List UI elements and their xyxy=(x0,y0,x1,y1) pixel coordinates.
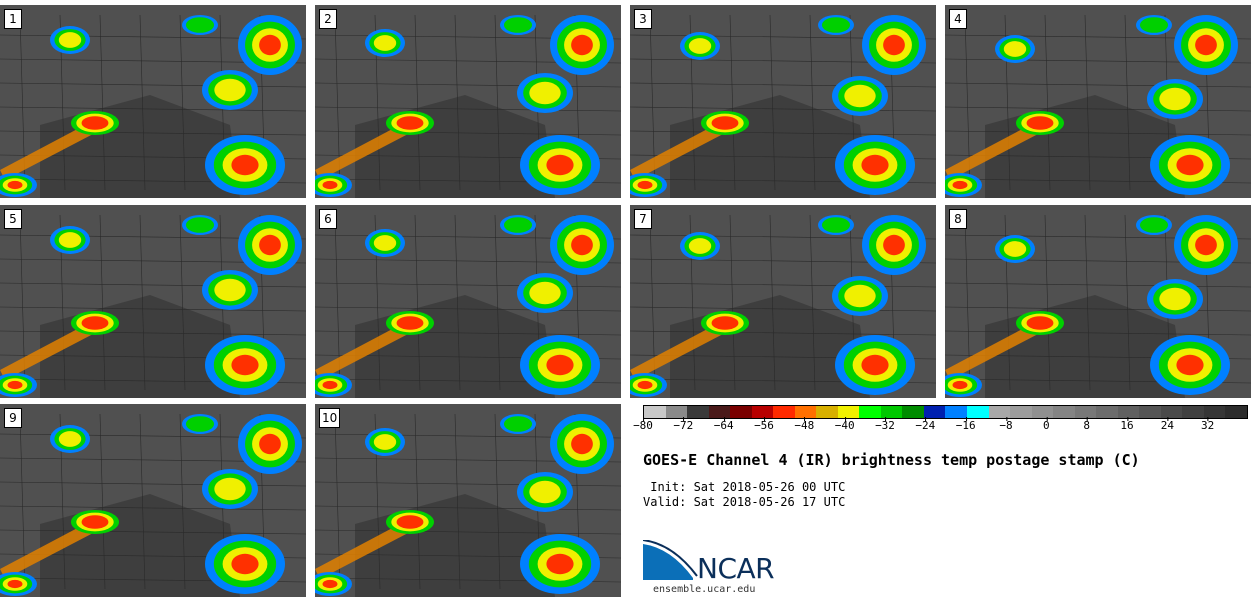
colorbar-segment xyxy=(773,406,795,418)
colorbar-tick-label: 16 xyxy=(1120,417,1134,432)
colorbar-segment xyxy=(794,406,817,418)
ncar-logo-text: NCAR xyxy=(697,552,775,585)
colorbar-segment xyxy=(880,406,903,418)
ir-map xyxy=(945,205,1251,398)
colorbar-segment xyxy=(1117,406,1140,418)
ensemble-panel-1: 1 xyxy=(0,5,306,198)
ensemble-panel-2: 2 xyxy=(315,5,621,198)
colorbar-segment xyxy=(1031,406,1054,418)
ensemble-panel-9: 9 xyxy=(0,404,306,597)
ensemble-panel-8: 8 xyxy=(945,205,1251,398)
colorbar-segment xyxy=(1182,406,1204,418)
colorbar-segment xyxy=(902,406,924,418)
colorbar-tick-label: −72 xyxy=(673,417,694,432)
colorbar-segment xyxy=(1074,406,1097,418)
panel-number: 1 xyxy=(4,9,22,29)
colorbar-tick-label: −24 xyxy=(915,417,936,432)
ensemble-panel-7: 7 xyxy=(630,205,936,398)
colorbar-segment xyxy=(1096,406,1118,418)
panel-number: 9 xyxy=(4,408,22,428)
ir-map xyxy=(945,5,1251,198)
panel-number: 5 xyxy=(4,209,22,229)
colorbar-tick-label: −64 xyxy=(713,417,734,432)
ir-map xyxy=(0,404,306,597)
ensemble-panel-4: 4 xyxy=(945,5,1251,198)
ncar-url: ensemble.ucar.edu xyxy=(653,584,756,595)
colorbar-segment xyxy=(1053,406,1075,418)
panel-number: 10 xyxy=(319,408,341,428)
colorbar-segment xyxy=(988,406,1011,418)
colorbar-tick-label: −56 xyxy=(754,417,774,432)
colorbar-segment xyxy=(687,406,709,418)
colorbar-segment xyxy=(1139,406,1161,418)
colorbar-tick-label: 32 xyxy=(1201,417,1215,432)
panel-number: 7 xyxy=(634,209,652,229)
colorbar-tick-label: −48 xyxy=(794,417,815,432)
colorbar-segment xyxy=(1160,406,1183,418)
init-time: Init: Sat 2018-05-26 00 UTC xyxy=(643,480,846,494)
colorbar-tick-label: −16 xyxy=(955,417,976,432)
ensemble-panel-3: 3 xyxy=(630,5,936,198)
colorbar-tick-label: −40 xyxy=(834,417,855,432)
colorbar-segment xyxy=(751,406,774,418)
colorbar-tick-label: −80 xyxy=(633,417,653,432)
colorbar-segment xyxy=(859,406,881,418)
valid-time: Valid: Sat 2018-05-26 17 UTC xyxy=(643,495,846,509)
colorbar-tick-label: 0 xyxy=(1043,417,1050,432)
colorbar-segment xyxy=(1010,406,1032,418)
colorbar-segment xyxy=(708,406,731,418)
colorbar-segment xyxy=(730,406,752,418)
panel-number: 4 xyxy=(949,9,967,29)
colorbar-tick-label: −32 xyxy=(875,417,895,432)
ensemble-panel-5: 5 xyxy=(0,205,306,398)
panel-number: 3 xyxy=(634,9,652,29)
colorbar-segment xyxy=(923,406,946,418)
colorbar-tick-label: 24 xyxy=(1160,417,1174,432)
panel-number: 6 xyxy=(319,209,337,229)
panel-number: 2 xyxy=(319,9,337,29)
figure-title: GOES-E Channel 4 (IR) brightness temp po… xyxy=(643,451,1140,469)
ensemble-panel-6: 6 xyxy=(315,205,621,398)
colorbar-segment xyxy=(837,406,860,418)
colorbar-segment xyxy=(644,406,666,418)
ir-map xyxy=(315,205,621,398)
ir-map xyxy=(0,205,306,398)
colorbar-segment xyxy=(1225,406,1247,418)
panel-number: 8 xyxy=(949,209,967,229)
colorbar-tick-label: 8 xyxy=(1083,417,1090,432)
colorbar-segment xyxy=(966,406,989,418)
colorbar-segment xyxy=(816,406,838,418)
ir-map xyxy=(630,5,936,198)
ir-map xyxy=(315,404,621,597)
ir-map xyxy=(315,5,621,198)
ir-map xyxy=(630,205,936,398)
ncar-logo-icon xyxy=(643,540,698,580)
ensemble-panel-10: 10 xyxy=(315,404,621,597)
colorbar xyxy=(643,405,1248,419)
colorbar-tick-label: −8 xyxy=(999,417,1013,432)
ir-map xyxy=(0,5,306,198)
colorbar-segment xyxy=(665,406,688,418)
colorbar-segment xyxy=(1203,406,1226,418)
colorbar-ticks: −80 −72 −64 −56 −48 −40 −32 −24 −16 −8 0 8 16 24 32 xyxy=(633,417,1248,441)
colorbar-segment xyxy=(945,406,967,418)
